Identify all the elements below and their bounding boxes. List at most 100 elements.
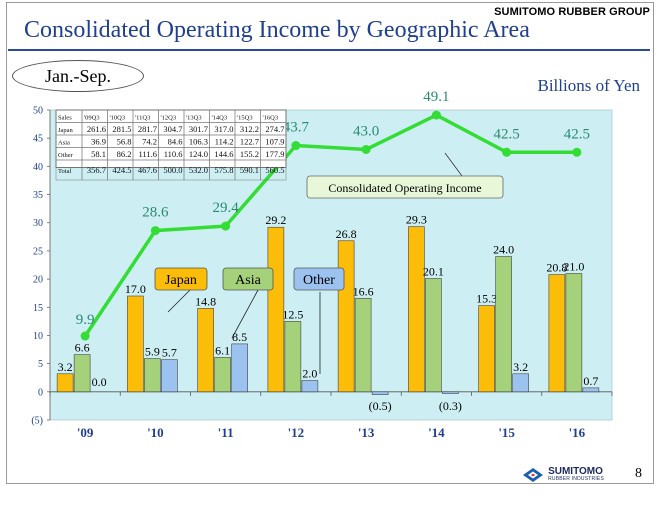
line-legend-box xyxy=(306,175,504,199)
bar-japan xyxy=(408,226,425,393)
table-header: '15Q3 xyxy=(237,114,253,121)
y-tick-label: 50 xyxy=(33,106,43,117)
x-tick-label: '10 xyxy=(147,425,164,440)
bar-label-other: 2.0 xyxy=(302,367,317,381)
table-cell-text: 177.9 xyxy=(265,149,284,159)
table-cell-text: Total xyxy=(58,168,71,175)
legend-box-asia xyxy=(222,267,274,291)
bar-asia xyxy=(565,273,583,393)
bar-label-other: 3.2 xyxy=(513,360,528,374)
logo-line1: SUMITOMO xyxy=(548,466,603,477)
bar-label-asia: 6.1 xyxy=(215,343,230,357)
table-cell-text: 304.7 xyxy=(163,124,182,134)
bar-other xyxy=(442,391,459,394)
period-label: Jan.-Sep. xyxy=(12,60,144,92)
bar-japan xyxy=(478,305,495,393)
total-label: 42.5 xyxy=(564,126,590,142)
total-point xyxy=(572,147,582,157)
table-cell-text: 590.1 xyxy=(240,165,259,175)
table-cell-text: 111.6 xyxy=(139,149,158,159)
total-label: 42.5 xyxy=(494,126,520,142)
x-tick-label: '09 xyxy=(77,425,94,440)
bar-other xyxy=(371,391,389,395)
title-divider xyxy=(8,49,650,51)
table-cell-text: 74.2 xyxy=(142,136,157,146)
table-cell-text: 281.5 xyxy=(112,124,131,134)
unit-label: Billions of Yen xyxy=(537,76,641,95)
bar-label-other: (0.5) xyxy=(369,399,392,413)
y-tick-label: 0 xyxy=(38,387,43,398)
total-point xyxy=(150,226,160,236)
bar-japan xyxy=(127,295,144,393)
bar-label-japan: 15.3 xyxy=(476,292,497,306)
table-cell-text: 575.8 xyxy=(214,165,233,175)
total-point xyxy=(431,110,441,120)
bar-asia xyxy=(284,321,302,393)
legend-label-other: Other xyxy=(303,273,335,288)
total-label: 43.0 xyxy=(353,123,379,139)
bar-japan xyxy=(337,240,355,393)
bar-other xyxy=(231,343,248,393)
legend-pointer-asia xyxy=(231,289,259,339)
total-point xyxy=(221,221,231,231)
total-point xyxy=(291,141,301,151)
bar-label-other: (0.3) xyxy=(439,399,462,413)
table-cell xyxy=(260,159,287,181)
table-header: '13Q3 xyxy=(186,114,202,121)
table-cell-text: 86.2 xyxy=(117,149,132,159)
table-header: '12Q3 xyxy=(161,114,177,121)
table-cell-text: 124.0 xyxy=(189,149,208,159)
bar-label-other: 0.0 xyxy=(92,375,107,389)
table-cell-text: 317.0 xyxy=(214,124,233,134)
y-tick-label: 45 xyxy=(33,134,43,145)
line-legend-pointer xyxy=(444,152,463,177)
bar-asia xyxy=(214,357,231,393)
table-cell-text: 110.6 xyxy=(164,149,183,159)
bar-label-asia: 16.6 xyxy=(353,284,374,298)
bar-label-asia: 20.1 xyxy=(423,265,444,279)
bar-label-japan: 29.3 xyxy=(406,213,427,227)
table-cell-text: 36.9 xyxy=(91,136,106,146)
table-cell-text: 424.5 xyxy=(112,165,131,175)
table-cell-text: Asia xyxy=(58,139,70,146)
bar-other xyxy=(512,373,529,393)
table-cell-text: 114.2 xyxy=(215,136,234,146)
bar-japan xyxy=(197,308,214,393)
table-cell-text: Japan xyxy=(58,127,74,134)
table-cell-text: 56.8 xyxy=(117,136,132,146)
table-cell-text: 356.7 xyxy=(87,165,106,175)
table-cell-text: 155.2 xyxy=(240,149,259,159)
bar-label-japan: 3.2 xyxy=(58,360,73,374)
legend-box-japan xyxy=(154,267,208,291)
table-header: '16Q3 xyxy=(263,114,279,121)
line-legend-label: Consolidated Operating Income xyxy=(328,181,481,195)
bar-label-japan: 17.0 xyxy=(125,282,146,296)
table-cell-text: 281.7 xyxy=(138,124,157,134)
table-cell-text: 500.0 xyxy=(163,165,182,175)
table-header: '09Q3 xyxy=(84,114,100,121)
table-cell-text: 560.5 xyxy=(265,165,284,175)
bar-label-asia: 21.0 xyxy=(563,259,584,273)
bar-label-japan: 14.8 xyxy=(195,294,216,308)
x-tick-label: '11 xyxy=(218,425,234,440)
total-point xyxy=(80,331,90,341)
y-tick-label: 15 xyxy=(33,303,43,314)
bar-label-japan: 20.8 xyxy=(546,261,567,275)
bar-japan xyxy=(548,274,566,393)
bar-asia xyxy=(144,358,161,393)
bar-other xyxy=(301,380,319,393)
y-tick-label: 10 xyxy=(33,331,43,342)
x-tick-label: '16 xyxy=(569,425,586,440)
x-tick-label: '12 xyxy=(288,425,305,440)
bar-japan xyxy=(56,373,74,393)
x-tick-label: '14 xyxy=(428,425,445,440)
total-point xyxy=(502,147,512,157)
table-header: '10Q3 xyxy=(110,114,126,121)
table-cell-text: 107.9 xyxy=(265,136,284,146)
bar-asia xyxy=(425,278,442,393)
bar-other xyxy=(161,359,178,393)
table-cell-text: 58.1 xyxy=(91,149,106,159)
y-tick-label: 20 xyxy=(33,275,43,286)
total-label: 49.1 xyxy=(423,89,449,105)
legend-label-japan: Japan xyxy=(165,273,197,288)
